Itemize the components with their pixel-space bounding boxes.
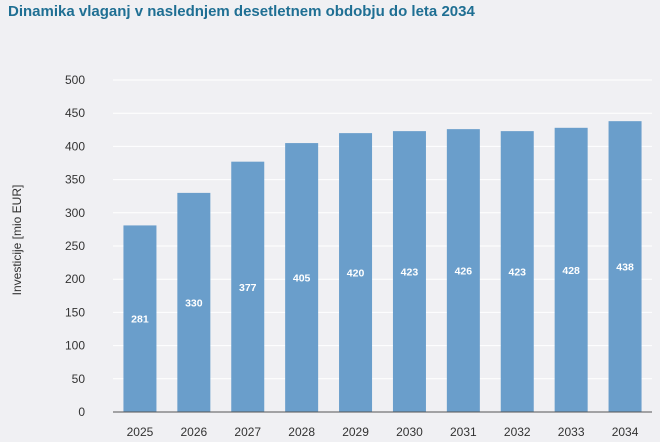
- bar-value-label: 438: [616, 262, 634, 274]
- y-tick-label: 500: [65, 73, 85, 87]
- y-tick-label: 350: [65, 173, 85, 187]
- y-tick-label: 50: [72, 372, 86, 386]
- y-tick-label: 100: [65, 339, 85, 353]
- y-tick-label: 450: [65, 106, 85, 120]
- y-tick-label: 200: [65, 272, 85, 286]
- bar-value-label: 405: [293, 273, 311, 285]
- bar-value-label: 281: [131, 314, 149, 326]
- bar-value-label: 426: [455, 266, 473, 278]
- bar: [339, 133, 373, 412]
- bar: [500, 131, 534, 413]
- bar-value-label: 330: [185, 297, 203, 309]
- x-tick-label: 2026: [180, 425, 207, 439]
- y-tick-label: 400: [65, 139, 85, 153]
- y-tick-label: 300: [65, 206, 85, 220]
- chart-title: Dinamika vlaganj v naslednjem desetletne…: [8, 3, 475, 20]
- x-tick-label: 2029: [342, 425, 369, 439]
- y-tick-label: 0: [78, 405, 85, 419]
- x-tick-label: 2033: [558, 425, 585, 439]
- y-axis-label: Investicije [mio EUR]: [10, 185, 24, 296]
- bar: [231, 161, 265, 412]
- bar-value-label: 377: [239, 282, 257, 294]
- x-tick-label: 2030: [396, 425, 423, 439]
- bar: [608, 121, 642, 412]
- x-tick-label: 2028: [288, 425, 315, 439]
- x-tick-label: 2034: [612, 425, 639, 439]
- x-tick-label: 2032: [504, 425, 531, 439]
- bar-value-label: 423: [401, 267, 419, 279]
- y-tick-label: 150: [65, 305, 85, 319]
- bar: [177, 192, 211, 412]
- bar: [554, 127, 588, 413]
- x-axis-ticks: 2025 2026 2027 2028 2029 2030 2031 2032 2033 2034: [127, 425, 639, 439]
- bar: [392, 131, 426, 413]
- bars: 281 330 377 405 420 423 426 423 428 438: [123, 121, 642, 413]
- x-tick-label: 2025: [127, 425, 154, 439]
- bar: [123, 225, 157, 412]
- x-tick-label: 2031: [450, 425, 477, 439]
- bar: [285, 143, 319, 412]
- bar-value-label: 428: [562, 265, 580, 277]
- bar-value-label: 420: [347, 268, 365, 280]
- y-axis-ticks: 0 50 100 150 200 250 300 350 400 450 500: [65, 73, 85, 419]
- y-tick-label: 250: [65, 239, 85, 253]
- bar: [446, 129, 480, 413]
- x-tick-label: 2027: [234, 425, 261, 439]
- bar-value-label: 423: [508, 267, 526, 279]
